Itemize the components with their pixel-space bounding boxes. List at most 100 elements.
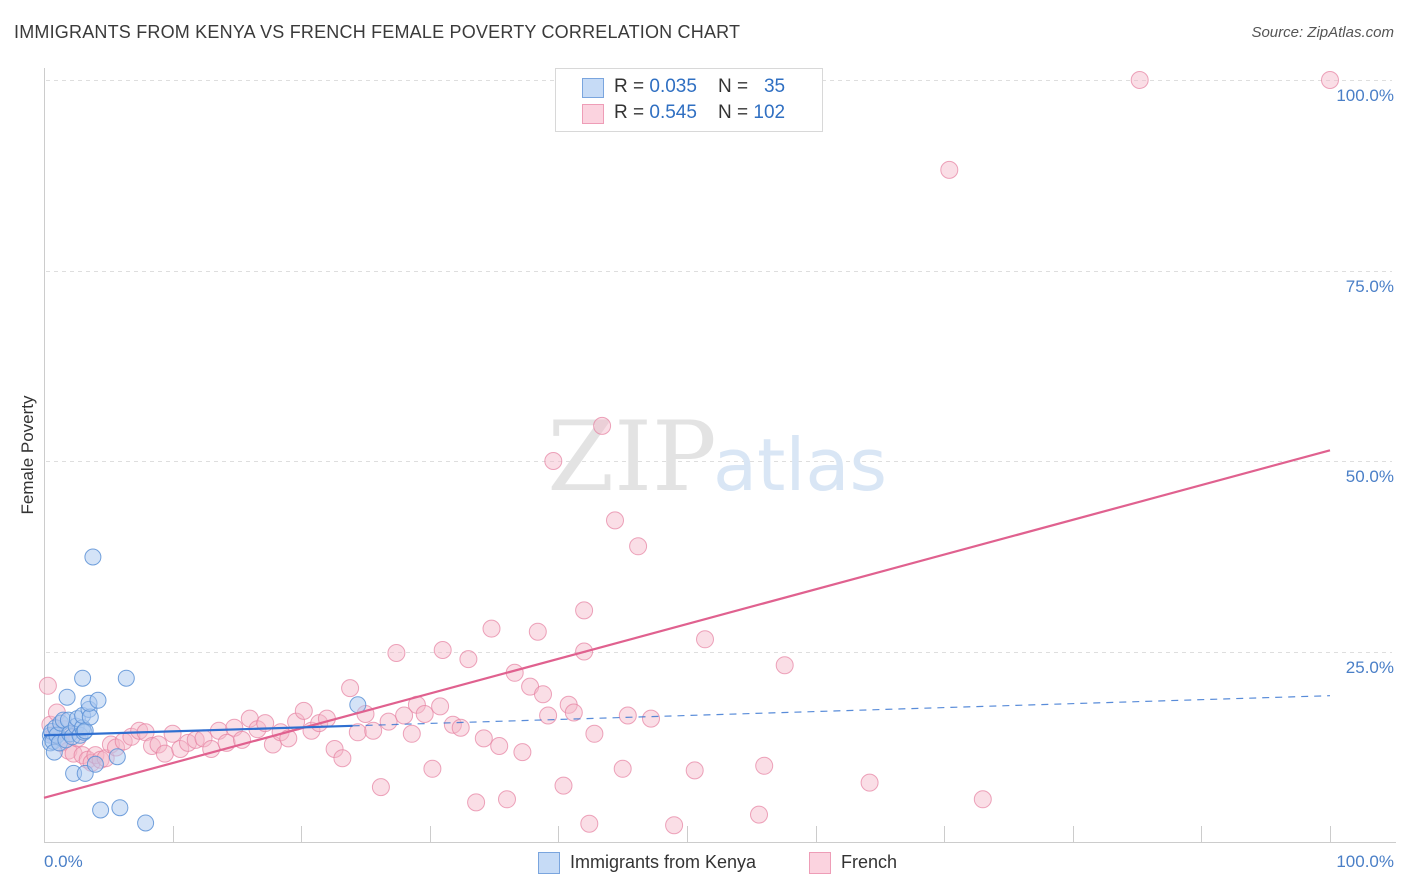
watermark: ZIP atlas [547, 401, 887, 513]
french-point [325, 740, 344, 758]
french-point [402, 724, 421, 743]
french-point [539, 706, 558, 725]
french-point [940, 160, 959, 179]
french-point [665, 816, 684, 835]
french-point [379, 712, 398, 731]
kenya-trend-line-dashed [352, 695, 1331, 727]
french-point [155, 744, 174, 763]
y-tick-label: 100.0% [1336, 85, 1394, 105]
trend-lines [43, 449, 1331, 799]
kenya-points [41, 548, 367, 832]
kenya-point [74, 669, 92, 687]
legend-n-value: 35 [763, 76, 786, 97]
french-point [130, 721, 149, 740]
french-point [467, 793, 486, 812]
french-point [364, 721, 383, 740]
french-point [317, 709, 336, 728]
french-point [371, 778, 390, 797]
french-point [528, 622, 547, 641]
kenya-point [92, 801, 110, 819]
watermark-atlas: atlas [713, 423, 887, 507]
french-point [580, 814, 599, 833]
x-tick-marks [173, 826, 1331, 842]
kenya-point [86, 755, 104, 773]
kenya-point [108, 748, 126, 766]
kenya-point [89, 691, 107, 709]
french-point [642, 709, 660, 728]
french-point [490, 737, 509, 755]
french-point [415, 705, 434, 723]
legend-n-label: N = [718, 76, 754, 97]
french-point [750, 805, 768, 824]
french-point [163, 724, 182, 743]
french-point [593, 416, 612, 435]
french-point [387, 644, 406, 662]
kenya-point [137, 814, 155, 832]
source-label: Source: ZipAtlas.com [1251, 24, 1394, 41]
legend-r-value: 0.035 [649, 76, 697, 97]
french-point [451, 718, 470, 737]
french-point [629, 537, 648, 556]
french-point [482, 619, 501, 638]
legend-r-label: R = [614, 76, 650, 97]
french-point [606, 511, 624, 530]
kenya-point [111, 799, 129, 817]
french-point [618, 706, 637, 725]
french-point [474, 729, 493, 748]
legend-r-label: R = [614, 102, 650, 123]
legend-n-value: 102 [753, 102, 786, 123]
french-point [575, 601, 594, 620]
french-point [294, 701, 313, 720]
french-point [333, 749, 352, 768]
french-point [544, 452, 563, 470]
bottom-legend-swatch-french [809, 852, 831, 874]
axes [44, 68, 1396, 843]
french-point [341, 679, 360, 698]
french-point [755, 756, 774, 775]
french-point [38, 676, 57, 695]
kenya-point [117, 669, 135, 687]
bottom-legend-swatch-kenya [538, 852, 560, 874]
french-trend-line [43, 449, 1331, 799]
y-tick-label: 50.0% [1345, 466, 1394, 486]
french-point [696, 630, 714, 649]
legend-n-label: N = [718, 102, 754, 123]
x-tick-max: 100.0% [1336, 852, 1394, 871]
legend-swatch-kenya [582, 78, 604, 98]
french-point [433, 641, 452, 659]
french-point [395, 706, 414, 725]
bottom-legend-label-french: French [841, 852, 898, 872]
french-point [585, 724, 604, 743]
french-point [554, 776, 573, 795]
french-point [348, 723, 367, 742]
correlation-legend: R = 0.035 N = 35 R = 0.545 N = 102 [555, 68, 823, 132]
watermark-zip: ZIP [547, 401, 716, 513]
french-point [613, 759, 632, 778]
french-point [423, 759, 442, 778]
y-tick-label: 25.0% [1345, 657, 1394, 677]
french-point [513, 743, 532, 762]
french-point [279, 729, 298, 748]
bottom-legend-label-kenya: Immigrants from Kenya [570, 852, 757, 872]
french-point [534, 685, 552, 704]
legend-r-value: 0.545 [649, 102, 697, 123]
french-point [498, 790, 516, 809]
y-tick-label: 75.0% [1345, 276, 1394, 296]
grid-lines [46, 80, 1392, 653]
chart-title: IMMIGRANTS FROM KENYA VS FRENCH FEMALE P… [14, 22, 741, 42]
french-point [564, 703, 583, 722]
french-point [1130, 71, 1149, 89]
french-point [775, 656, 794, 675]
kenya-trend-line-solid [43, 724, 353, 737]
french-points [38, 71, 1339, 835]
french-point [431, 697, 450, 716]
legend-swatch-french [582, 104, 604, 124]
kenya-point [84, 548, 102, 566]
french-point [973, 790, 992, 809]
x-tick-min: 0.0% [44, 852, 83, 871]
french-point [149, 735, 168, 754]
french-point [685, 761, 704, 780]
french-point [459, 650, 478, 669]
french-point [1321, 71, 1339, 89]
